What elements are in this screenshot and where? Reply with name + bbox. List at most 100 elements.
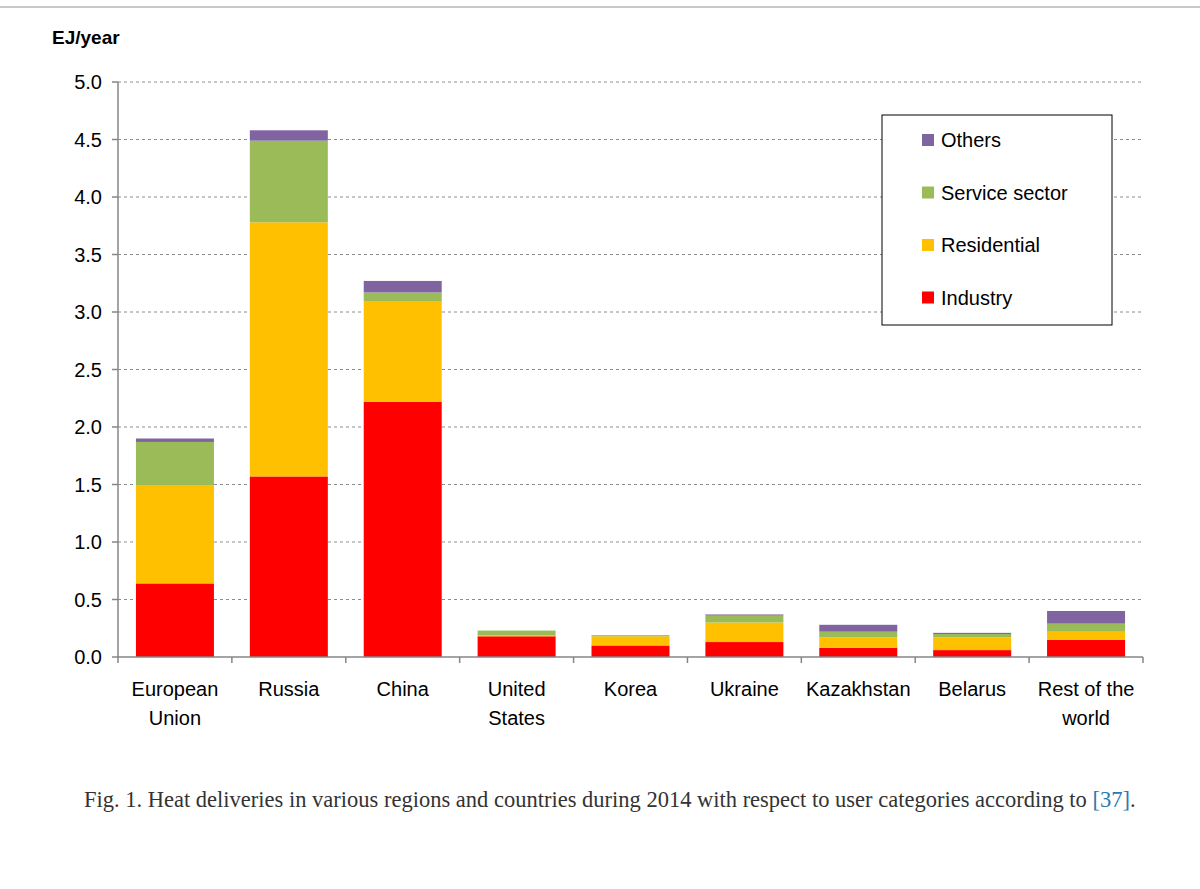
bar-segment [933, 650, 1011, 657]
grid-line [118, 82, 1143, 83]
y-tick-label: 3.0 [74, 301, 102, 323]
y-tick-label: 0.5 [74, 589, 102, 611]
y-tick-label: 3.5 [74, 244, 102, 266]
x-tick [573, 657, 575, 663]
y-tick [112, 656, 118, 658]
bar-segment [705, 614, 783, 615]
bar-segment [933, 634, 1011, 637]
y-tick [112, 196, 118, 198]
bar-segment [250, 476, 328, 657]
bar-segment [364, 281, 442, 293]
legend-swatch [922, 134, 934, 146]
bar-segment [364, 302, 442, 402]
legend-swatch [922, 239, 934, 251]
bar-segment [819, 648, 897, 657]
legend-label: Others [941, 129, 1001, 151]
x-tick [117, 657, 119, 663]
separator [0, 6, 1200, 8]
y-axis [117, 82, 119, 657]
legend-box [882, 115, 1112, 325]
bar-segment [819, 632, 897, 638]
y-tick-label: 2.0 [74, 416, 102, 438]
bar-segment [592, 636, 670, 645]
y-tick-label: 1.0 [74, 531, 102, 553]
x-tick [459, 657, 461, 663]
legend-label: Service sector [941, 182, 1068, 204]
bar-segment [250, 141, 328, 223]
x-tick-label: United States [488, 678, 546, 729]
x-tick [231, 657, 233, 663]
label-line: world [1061, 707, 1110, 729]
caption-text: Fig. 1. Heat deliveries in various regio… [84, 787, 1092, 812]
x-tick-label: Belarus [938, 678, 1006, 700]
bar-segment [705, 623, 783, 643]
caption-reference[interactable]: [37] [1092, 787, 1130, 812]
y-tick-label: 5.0 [74, 71, 102, 93]
bar-segment [478, 630, 556, 631]
bar-segment [1047, 632, 1125, 640]
bar-segment [592, 646, 670, 658]
x-tick [914, 657, 916, 663]
x-tick-label: Korea [604, 678, 658, 700]
bar-segment [819, 625, 897, 632]
bar-segment [592, 635, 670, 636]
bar-segment [478, 631, 556, 636]
y-tick-label: 2.5 [74, 359, 102, 381]
y-axis-label: EJ/year [52, 27, 120, 48]
legend-label: Residential [941, 234, 1040, 256]
x-tick [1028, 657, 1030, 663]
caption: Fig. 1. Heat deliveries in various regio… [84, 780, 1144, 820]
x-axis [118, 656, 1143, 658]
label-line: European [132, 678, 219, 700]
bar-segment [136, 486, 214, 584]
bar-segment [819, 637, 897, 647]
bar-segment [136, 583, 214, 657]
legend-label: Industry [941, 287, 1012, 309]
y-tick [112, 484, 118, 486]
y-tick [112, 81, 118, 83]
x-tick [687, 657, 689, 663]
y-tick [112, 254, 118, 256]
bar-segment [250, 130, 328, 140]
bar-segment [705, 642, 783, 657]
x-tick-label: China [377, 678, 430, 700]
label-line: United [488, 678, 546, 700]
label-line: Russia [258, 678, 320, 700]
legend-swatch [922, 292, 934, 304]
bar-segment [136, 439, 214, 442]
x-tick-label: Russia [258, 678, 320, 700]
y-tick-label: 1.5 [74, 474, 102, 496]
bar-segment [933, 637, 1011, 650]
legend-swatch [922, 187, 934, 199]
bar-segment [478, 636, 556, 657]
x-tick [1142, 657, 1144, 663]
label-line: Kazakhstan [806, 678, 911, 700]
caption-text: . [1130, 787, 1136, 812]
y-tick-label: 4.0 [74, 186, 102, 208]
x-tick-label: EuropeanUnion [132, 678, 219, 729]
y-tick [112, 139, 118, 141]
bar-segment [592, 635, 670, 636]
y-tick [112, 599, 118, 601]
y-tick [112, 311, 118, 313]
bar-segment [250, 222, 328, 476]
x-tick-label: Ukraine [710, 678, 779, 700]
bar-segment [1047, 624, 1125, 632]
y-tick [112, 426, 118, 428]
bar-segment [933, 633, 1011, 634]
x-tick [801, 657, 803, 663]
x-tick-label: Kazakhstan [806, 678, 911, 700]
y-tick-label: 0.0 [74, 646, 102, 668]
bar-segment [1047, 640, 1125, 657]
bar-segment [705, 616, 783, 623]
label-line: Rest of the [1038, 678, 1135, 700]
label-line: China [377, 678, 430, 700]
bar-segment [364, 402, 442, 657]
y-tick-label: 4.5 [74, 129, 102, 151]
bar-segment [478, 635, 556, 636]
y-tick [112, 541, 118, 543]
label-line: Ukraine [710, 678, 779, 700]
label-line: States [488, 707, 545, 729]
x-tick [345, 657, 347, 663]
bar-segment [1047, 611, 1125, 624]
